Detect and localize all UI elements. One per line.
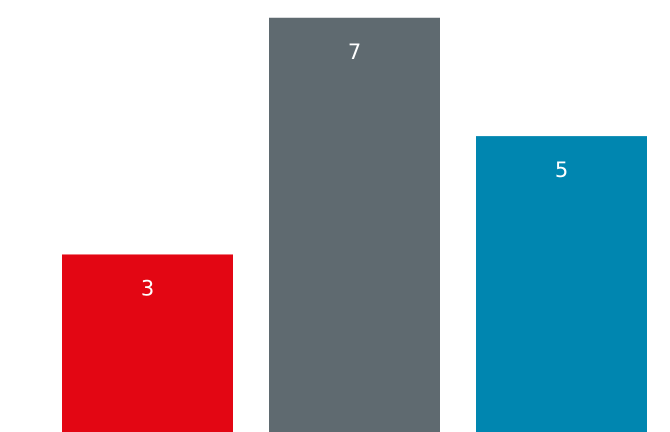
bar-1 bbox=[62, 254, 233, 432]
data-labels-layer: 3 7 5 bbox=[141, 40, 568, 301]
bar-3 bbox=[476, 136, 647, 432]
bar-value-label-3: 5 bbox=[555, 158, 568, 182]
bar-value-label-2: 7 bbox=[348, 40, 361, 64]
bar-value-label-1: 3 bbox=[141, 276, 154, 300]
bars-layer bbox=[62, 17, 647, 432]
bar-2 bbox=[269, 17, 440, 432]
